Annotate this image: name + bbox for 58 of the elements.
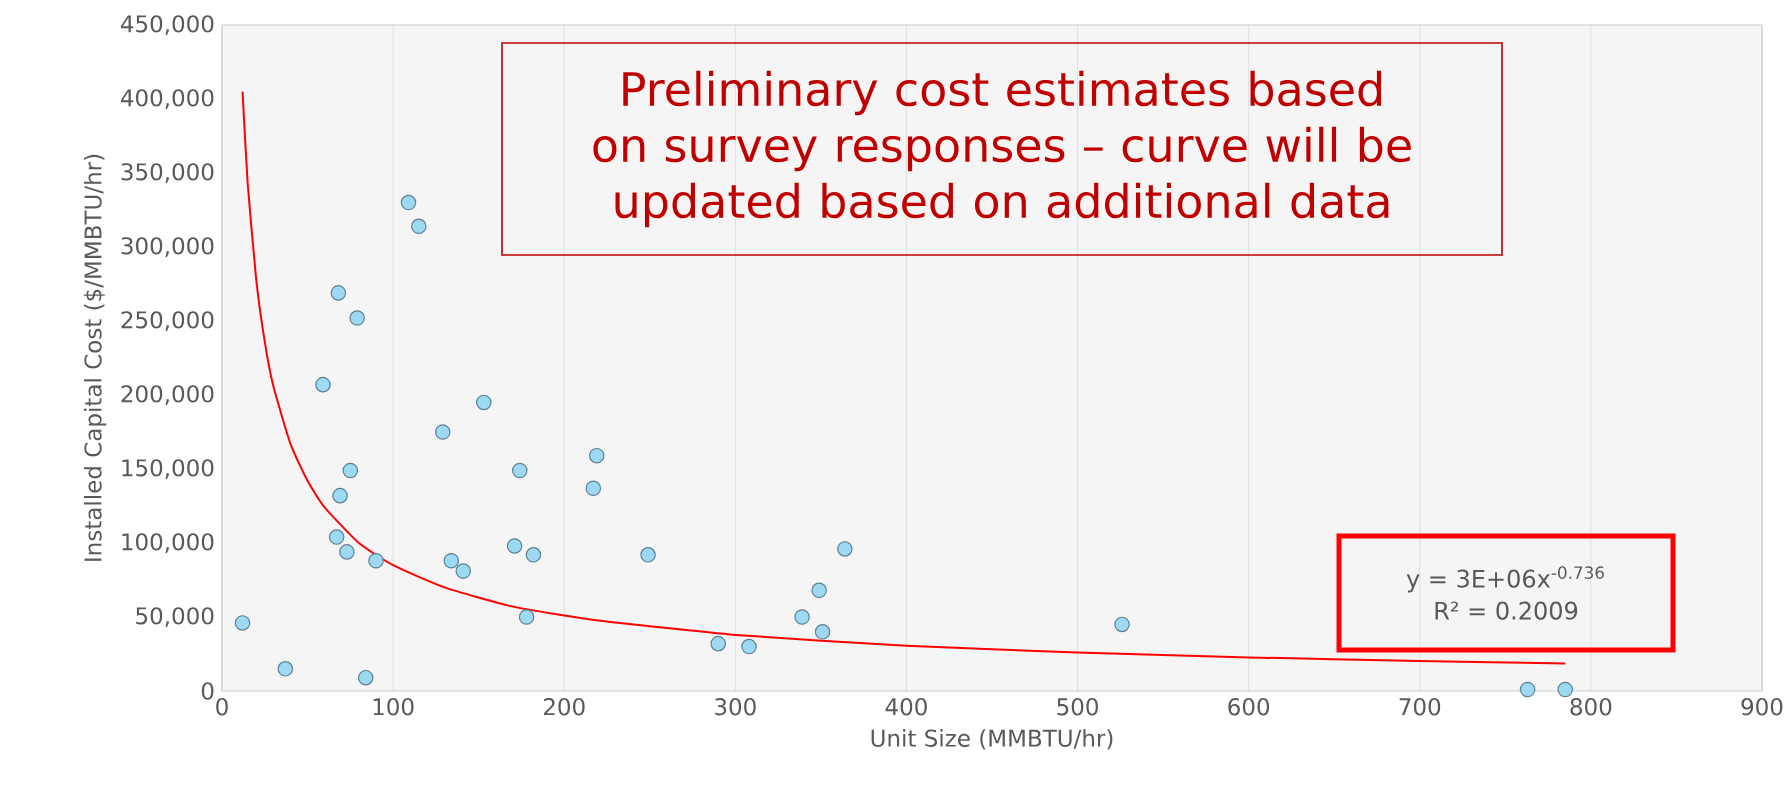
point xyxy=(332,487,348,504)
point xyxy=(277,661,294,677)
point xyxy=(443,552,460,569)
point xyxy=(1114,616,1130,633)
x-tick-label: 100 xyxy=(373,698,414,716)
point xyxy=(741,638,757,655)
x-tick-label: 700 xyxy=(1399,698,1441,716)
annotation: y = 3E+06x$^{-0.736}$ xyxy=(1406,566,1604,593)
x-tick-label: 300 xyxy=(715,698,756,716)
point xyxy=(525,547,542,563)
annotation: Preliminary cost estimates based on survey responses – curve will be updated based on additional data xyxy=(593,70,1411,228)
point xyxy=(588,447,605,464)
y-axis-title: Installed Capital Cost ($/MMBTU/hr) xyxy=(83,154,107,561)
point xyxy=(811,582,827,599)
point xyxy=(1519,681,1536,698)
point xyxy=(328,529,345,545)
point xyxy=(434,424,451,440)
point xyxy=(368,552,384,569)
point xyxy=(455,563,472,579)
y-tick-label: 200,000 xyxy=(121,385,214,405)
point xyxy=(518,609,535,625)
y-tick-label: 150,000 xyxy=(122,459,214,479)
point xyxy=(814,624,831,640)
y-tick-label: 350,000 xyxy=(121,163,214,183)
x-tick-label: 0 xyxy=(216,698,228,716)
point xyxy=(411,218,427,235)
x-tick-label: 900 xyxy=(1741,698,1783,716)
point xyxy=(640,547,656,563)
y-tick-label: 400,000 xyxy=(120,89,214,109)
point xyxy=(234,615,251,631)
point xyxy=(506,538,523,554)
point xyxy=(585,480,602,497)
point xyxy=(330,285,347,301)
annotation: R² = 0.2009 xyxy=(1435,601,1578,620)
point xyxy=(1557,681,1573,698)
point xyxy=(794,609,810,625)
point xyxy=(349,310,365,326)
point xyxy=(476,394,492,411)
y-tick-label: 50,000 xyxy=(136,607,214,627)
x-tick-label: 600 xyxy=(1228,698,1270,716)
point xyxy=(837,541,853,557)
x-tick-label: 500 xyxy=(1057,698,1098,716)
x-tick-label: 400 xyxy=(885,698,927,716)
y-tick-label: 250,000 xyxy=(121,311,214,331)
y-tick-label: 0 xyxy=(201,682,214,700)
point xyxy=(710,635,726,652)
point xyxy=(342,462,359,479)
y-tick-label: 450,000 xyxy=(120,15,214,35)
point xyxy=(400,194,417,211)
x-tick-label: 200 xyxy=(543,698,585,716)
point xyxy=(339,544,355,560)
point xyxy=(315,376,331,393)
x-tick-label: 800 xyxy=(1570,698,1612,716)
y-tick-label: 300,000 xyxy=(121,237,214,257)
point xyxy=(357,669,374,686)
y-tick-label: 100,000 xyxy=(122,533,214,553)
point xyxy=(511,462,528,479)
x-axis-title: Unit Size (MMBTU/hr) xyxy=(871,729,1113,750)
